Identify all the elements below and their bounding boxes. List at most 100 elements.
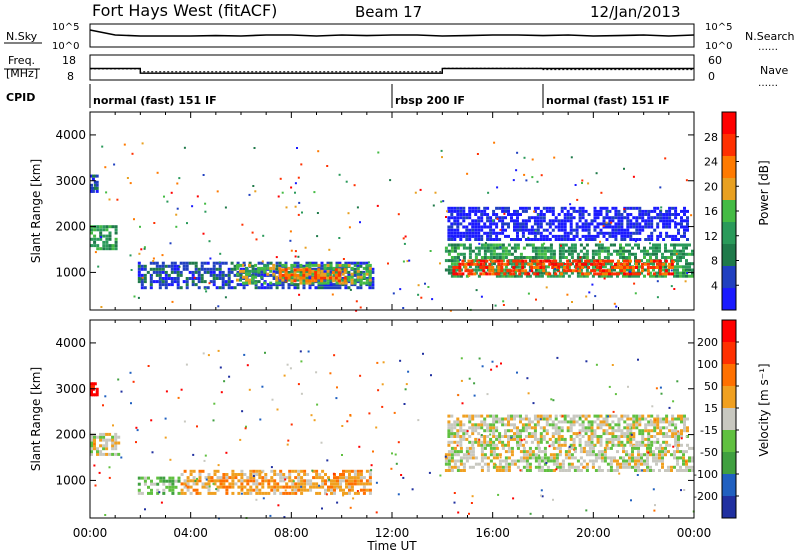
data-cell (555, 274, 559, 278)
data-cell (242, 275, 245, 279)
data-cell (650, 209, 654, 213)
data-cell (680, 414, 683, 418)
scatter-cell (375, 426, 378, 429)
data-cell (551, 228, 555, 232)
data-cell (239, 269, 242, 273)
scatter-cell (276, 408, 279, 411)
data-cell (504, 417, 507, 421)
data-cell (605, 216, 609, 220)
scatter-cell (591, 283, 594, 286)
data-cell (504, 209, 507, 213)
data-cell (155, 267, 159, 271)
data-cell (575, 234, 579, 238)
data-cell (452, 269, 456, 273)
data-cell (501, 231, 505, 235)
data-cell (453, 234, 457, 238)
scatter-cell (224, 296, 227, 299)
data-cell (578, 266, 582, 269)
data-cell (641, 435, 645, 438)
data-cell (224, 273, 228, 277)
data-cell (688, 465, 691, 469)
freq-tick-bottom: 8 (67, 70, 74, 83)
data-cell (200, 267, 204, 271)
data-cell (605, 437, 609, 441)
data-cell (682, 456, 685, 460)
data-cell (674, 238, 678, 241)
data-cell (458, 269, 462, 273)
scatter-cell (153, 222, 156, 224)
time-tick-label: 16:00 (475, 526, 510, 540)
data-cell (569, 238, 573, 241)
data-cell (164, 264, 168, 268)
data-cell (631, 459, 634, 463)
data-cell (563, 213, 567, 216)
data-cell (242, 263, 245, 267)
scatter-cell (453, 501, 456, 504)
data-cell (606, 469, 610, 472)
data-cell (99, 444, 103, 448)
data-cell (450, 432, 454, 436)
data-cell (245, 275, 248, 279)
data-cell (554, 432, 558, 436)
data-cell (105, 444, 109, 448)
data-cell (600, 246, 604, 250)
scatter-cell (300, 485, 303, 488)
data-cell (570, 456, 574, 460)
data-cell (634, 462, 637, 466)
data-cell (635, 259, 638, 263)
data-cell (644, 426, 648, 430)
data-cell (611, 429, 615, 433)
data-cell (311, 281, 315, 285)
data-cell (548, 206, 552, 210)
data-cell (649, 256, 652, 259)
data-cell (465, 228, 469, 232)
data-cell (371, 286, 375, 290)
data-cell (456, 246, 460, 250)
data-cell (456, 243, 460, 247)
data-cell (137, 270, 141, 274)
data-cell (489, 228, 493, 232)
data-cell (257, 273, 261, 277)
data-cell (90, 186, 93, 190)
data-cell (240, 476, 244, 480)
data-cell (578, 209, 582, 213)
data-cell (683, 206, 686, 210)
data-cell (522, 456, 526, 460)
data-cell (579, 450, 583, 454)
data-cell (609, 268, 613, 272)
data-cell (640, 259, 643, 263)
data-cell (329, 286, 333, 290)
data-cell (638, 432, 642, 436)
data-cell (495, 231, 499, 235)
data-cell (365, 281, 369, 285)
data-cell (162, 491, 166, 495)
data-cell (656, 426, 660, 430)
data-cell (673, 465, 676, 469)
data-cell (605, 440, 609, 444)
data-cell (597, 274, 601, 278)
data-cell (566, 231, 570, 235)
data-cell (537, 446, 541, 450)
data-cell (537, 246, 541, 250)
data-cell (195, 491, 199, 495)
data-cell (462, 414, 466, 418)
data-cell (450, 465, 454, 469)
data-cell (643, 469, 646, 472)
data-cell (591, 446, 595, 450)
data-cell (500, 259, 504, 263)
data-cell (581, 262, 585, 266)
data-cell (492, 453, 496, 457)
data-cell (329, 263, 333, 267)
scatter-cell (217, 349, 220, 352)
data-cell (213, 473, 217, 476)
data-cell (686, 216, 689, 220)
data-cell (287, 266, 291, 270)
data-cell (614, 272, 617, 276)
data-cell (507, 469, 511, 472)
data-cell (470, 262, 474, 266)
data-cell (371, 283, 375, 287)
data-cell (655, 246, 658, 250)
data-cell (646, 262, 650, 266)
data-cell (221, 277, 225, 280)
data-cell (617, 259, 620, 263)
